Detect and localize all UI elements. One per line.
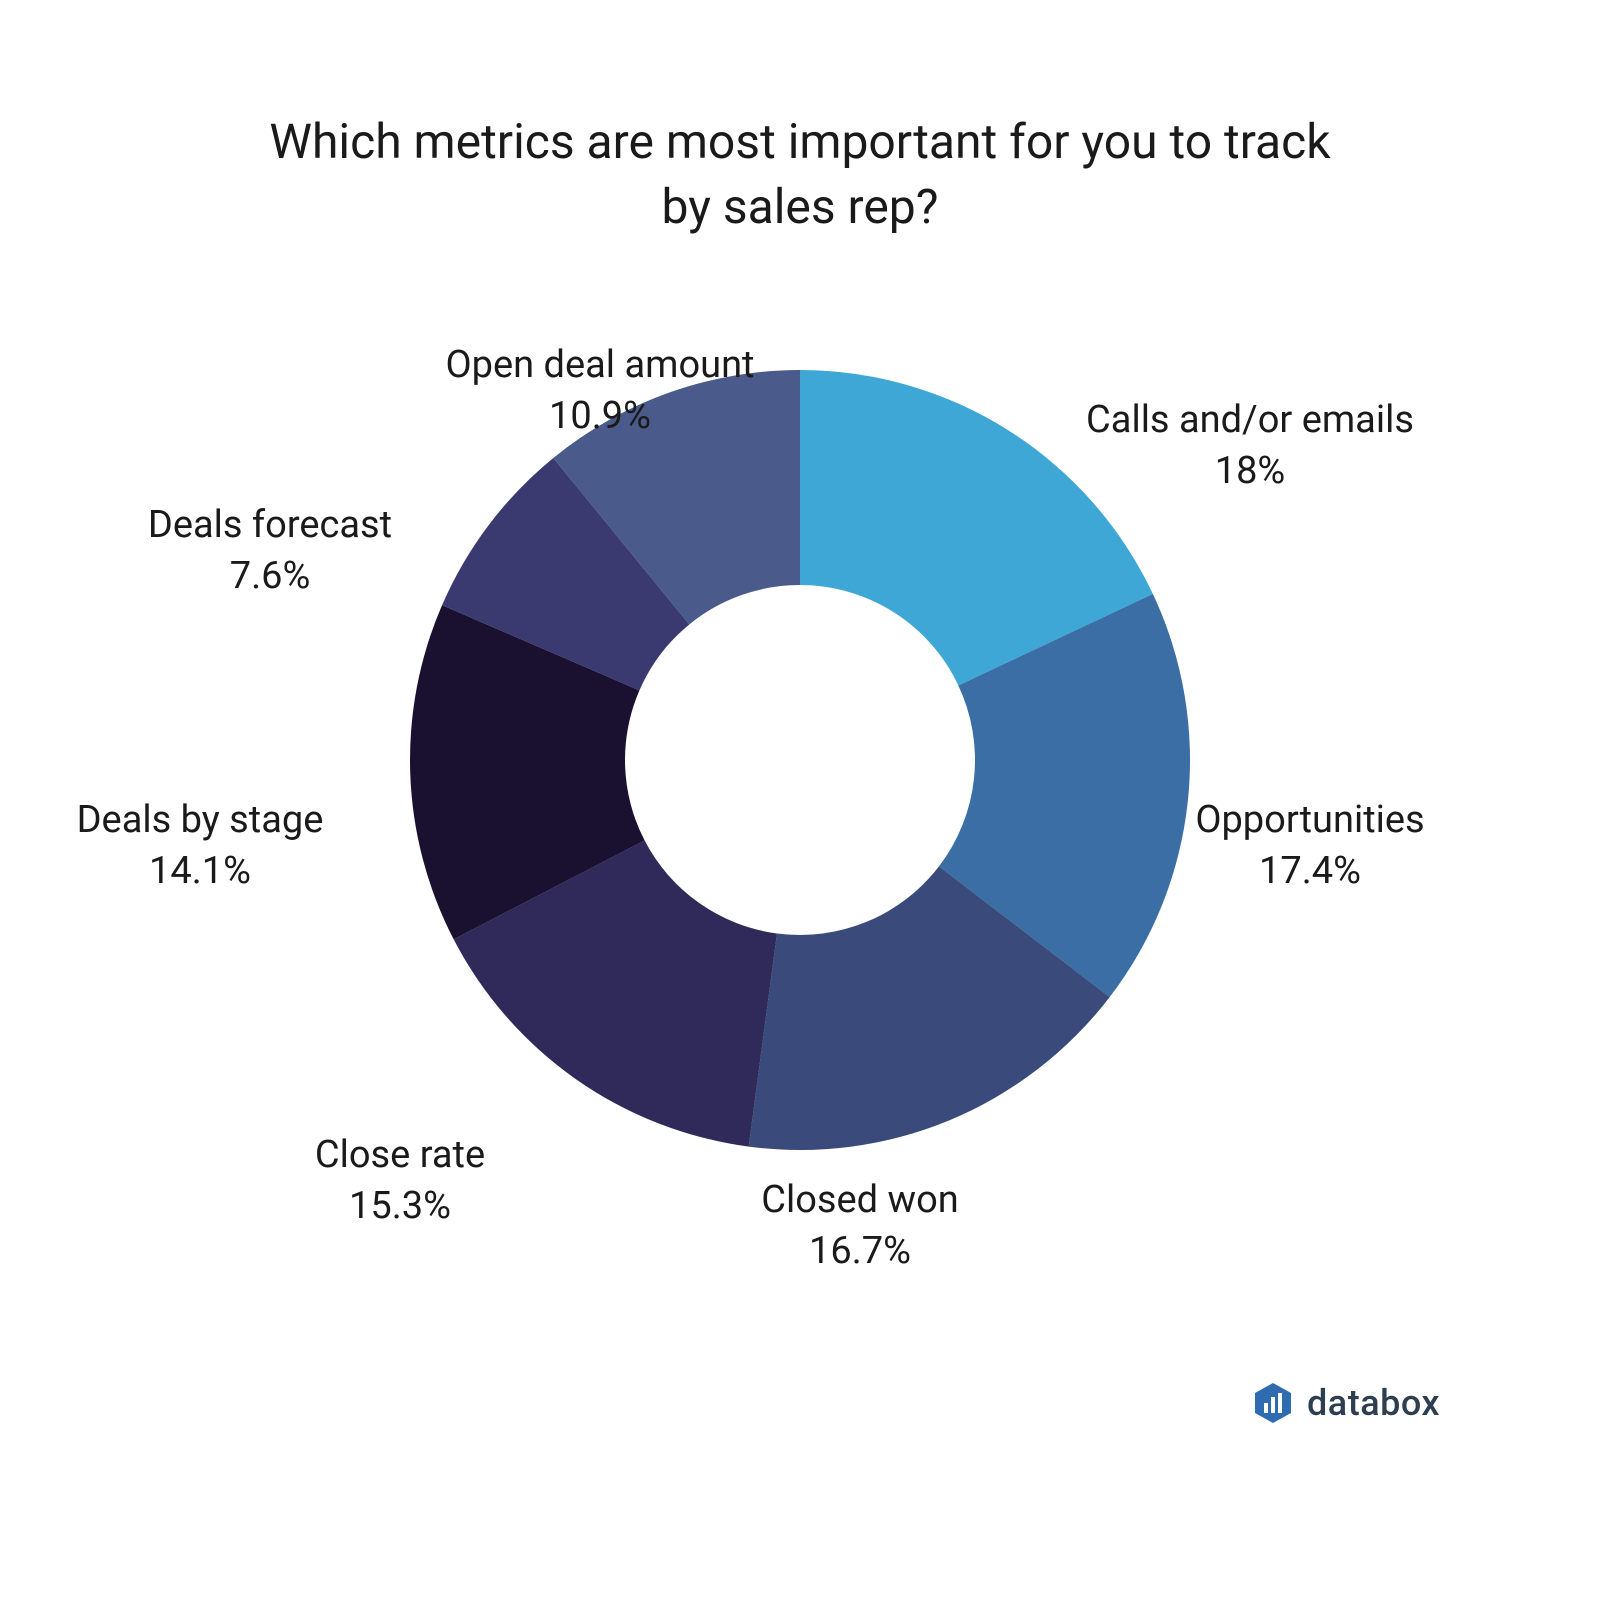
slice-label: Deals forecast7.6% xyxy=(148,500,392,603)
slice-label: Opportunities17.4% xyxy=(1195,795,1424,898)
donut-chart xyxy=(410,370,1190,1150)
slice-label: Close rate15.3% xyxy=(315,1130,485,1233)
chart-title-line1: Which metrics are most important for you… xyxy=(269,113,1330,170)
logo-bar-2 xyxy=(1271,1397,1275,1413)
slice-label-value: 15.3% xyxy=(315,1181,485,1232)
slice-label: Calls and/or emails18% xyxy=(1086,395,1414,498)
logo-bar-3 xyxy=(1278,1393,1282,1413)
chart-title: Which metrics are most important for you… xyxy=(0,110,1600,240)
databox-logo-icon xyxy=(1251,1381,1295,1425)
slice-label-text: Deals by stage xyxy=(77,795,324,846)
slice-label: Closed won16.7% xyxy=(761,1175,958,1278)
slice-label-value: 7.6% xyxy=(148,551,392,602)
brand: databox xyxy=(1251,1381,1440,1425)
slice-label: Open deal amount10.9% xyxy=(446,340,755,443)
logo-bar-1 xyxy=(1264,1403,1268,1413)
slice-label-value: 18% xyxy=(1086,446,1414,497)
slice-label-text: Close rate xyxy=(315,1130,485,1181)
brand-name: databox xyxy=(1307,1382,1440,1424)
slice-label-value: 17.4% xyxy=(1195,846,1424,897)
slice-label-value: 16.7% xyxy=(761,1226,958,1277)
slice-label-value: 10.9% xyxy=(446,391,755,442)
slice-label-text: Calls and/or emails xyxy=(1086,395,1414,446)
slice-label-text: Closed won xyxy=(761,1175,958,1226)
slice-label-text: Deals forecast xyxy=(148,500,392,551)
chart-title-line2: by sales rep? xyxy=(662,178,939,235)
slice-label: Deals by stage14.1% xyxy=(77,795,324,898)
slice-label-text: Opportunities xyxy=(1195,795,1424,846)
slice-label-value: 14.1% xyxy=(77,846,324,897)
chart-container: Which metrics are most important for you… xyxy=(0,0,1600,1600)
slice-label-text: Open deal amount xyxy=(446,340,755,391)
